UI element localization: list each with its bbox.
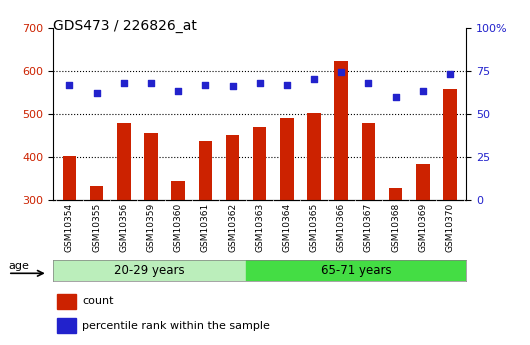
Bar — [199, 141, 212, 200]
Text: GSM10359: GSM10359 — [146, 203, 155, 253]
Text: GSM10368: GSM10368 — [391, 203, 400, 253]
Text: GSM10362: GSM10362 — [228, 203, 237, 252]
Bar — [246, 260, 466, 281]
Point — [147, 80, 155, 86]
Point — [337, 70, 346, 75]
Bar — [334, 61, 348, 200]
Bar — [307, 112, 321, 200]
Text: GSM10356: GSM10356 — [119, 203, 128, 253]
Bar — [144, 133, 158, 200]
Text: GSM10355: GSM10355 — [92, 203, 101, 253]
Point — [364, 80, 373, 86]
Point — [446, 71, 454, 77]
Text: GSM10363: GSM10363 — [255, 203, 264, 253]
Point — [392, 94, 400, 99]
Text: GSM10369: GSM10369 — [418, 203, 427, 253]
Point — [201, 82, 209, 87]
Point — [65, 82, 74, 87]
Point — [419, 89, 427, 94]
Point — [228, 83, 237, 89]
Bar — [57, 318, 76, 333]
Text: 65-71 years: 65-71 years — [321, 264, 392, 277]
Text: GSM10370: GSM10370 — [446, 203, 455, 253]
Text: GSM10361: GSM10361 — [201, 203, 210, 253]
Text: percentile rank within the sample: percentile rank within the sample — [82, 321, 270, 331]
Text: 20-29 years: 20-29 years — [114, 264, 185, 277]
Bar — [361, 124, 375, 200]
Bar — [416, 164, 430, 200]
Text: GSM10364: GSM10364 — [282, 203, 292, 252]
Point — [282, 82, 291, 87]
Text: GSM10365: GSM10365 — [310, 203, 319, 253]
Text: age: age — [8, 261, 29, 271]
Bar — [253, 127, 267, 200]
Point — [119, 80, 128, 86]
Text: GDS473 / 226826_at: GDS473 / 226826_at — [53, 19, 197, 33]
Bar — [226, 135, 240, 200]
Bar — [63, 156, 76, 200]
Text: count: count — [82, 296, 113, 306]
Bar — [171, 181, 185, 200]
Bar — [117, 124, 130, 200]
Text: GSM10367: GSM10367 — [364, 203, 373, 253]
Point — [174, 89, 182, 94]
Bar — [443, 89, 457, 200]
Bar — [280, 118, 294, 200]
Bar — [90, 186, 103, 200]
Point — [255, 80, 264, 86]
Point — [92, 90, 101, 96]
Bar — [389, 188, 402, 200]
Text: GSM10354: GSM10354 — [65, 203, 74, 252]
Point — [310, 77, 319, 82]
Text: GSM10360: GSM10360 — [174, 203, 183, 253]
Text: GSM10366: GSM10366 — [337, 203, 346, 253]
Bar — [53, 260, 246, 281]
Bar — [57, 294, 76, 309]
